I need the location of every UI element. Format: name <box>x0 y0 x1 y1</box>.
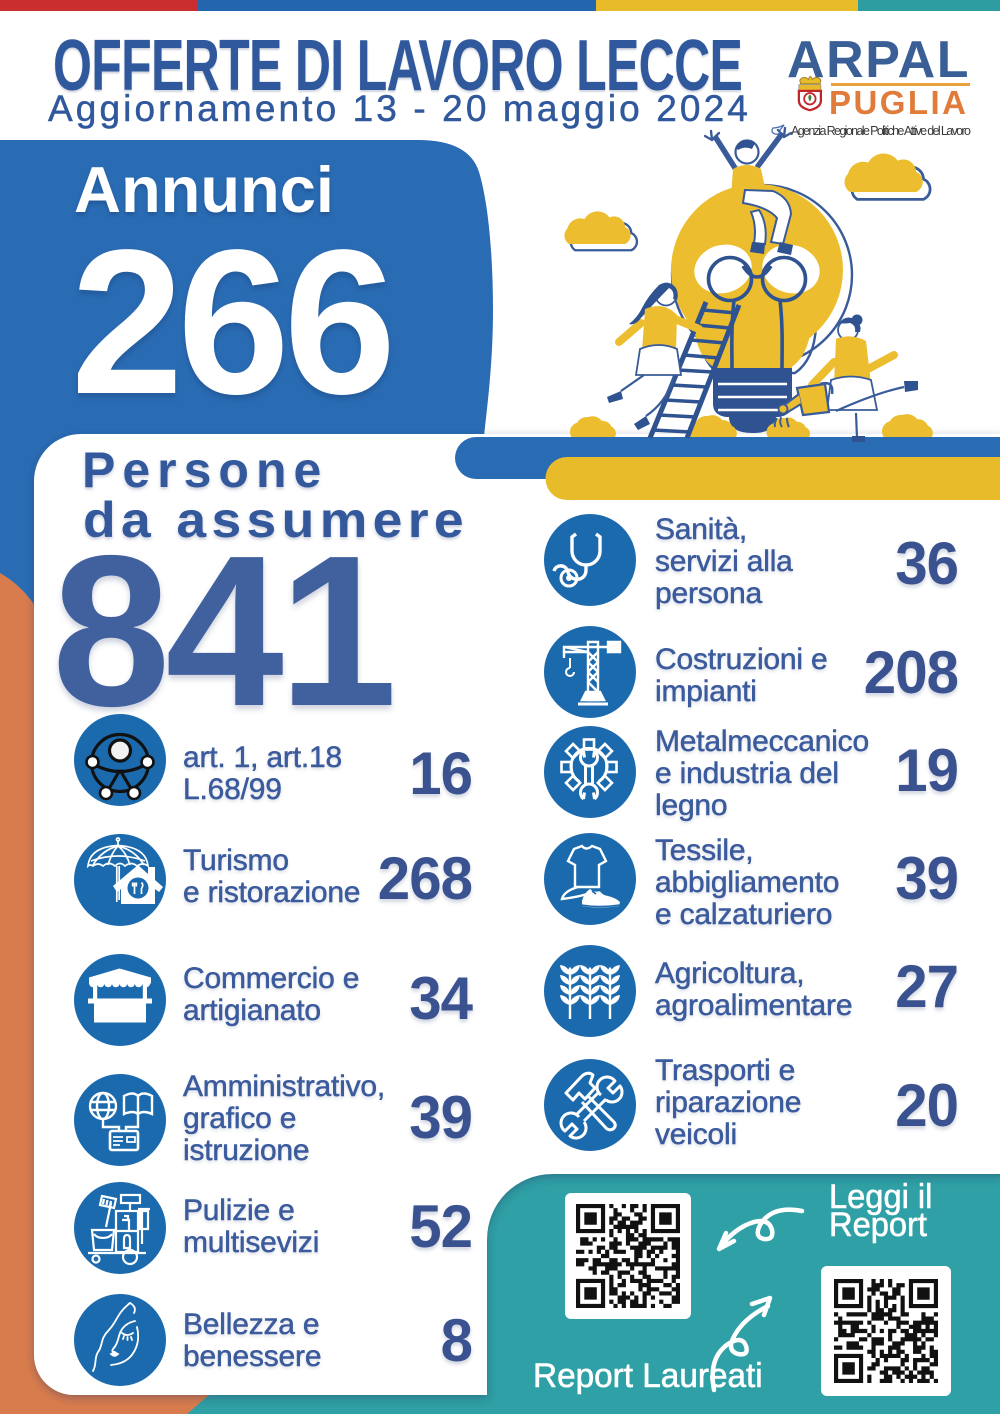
svg-text:Agenzia Regionale Politiche At: Agenzia Regionale Politiche Attive del L… <box>791 124 971 138</box>
svg-text:PUGLIA: PUGLIA <box>829 84 968 121</box>
